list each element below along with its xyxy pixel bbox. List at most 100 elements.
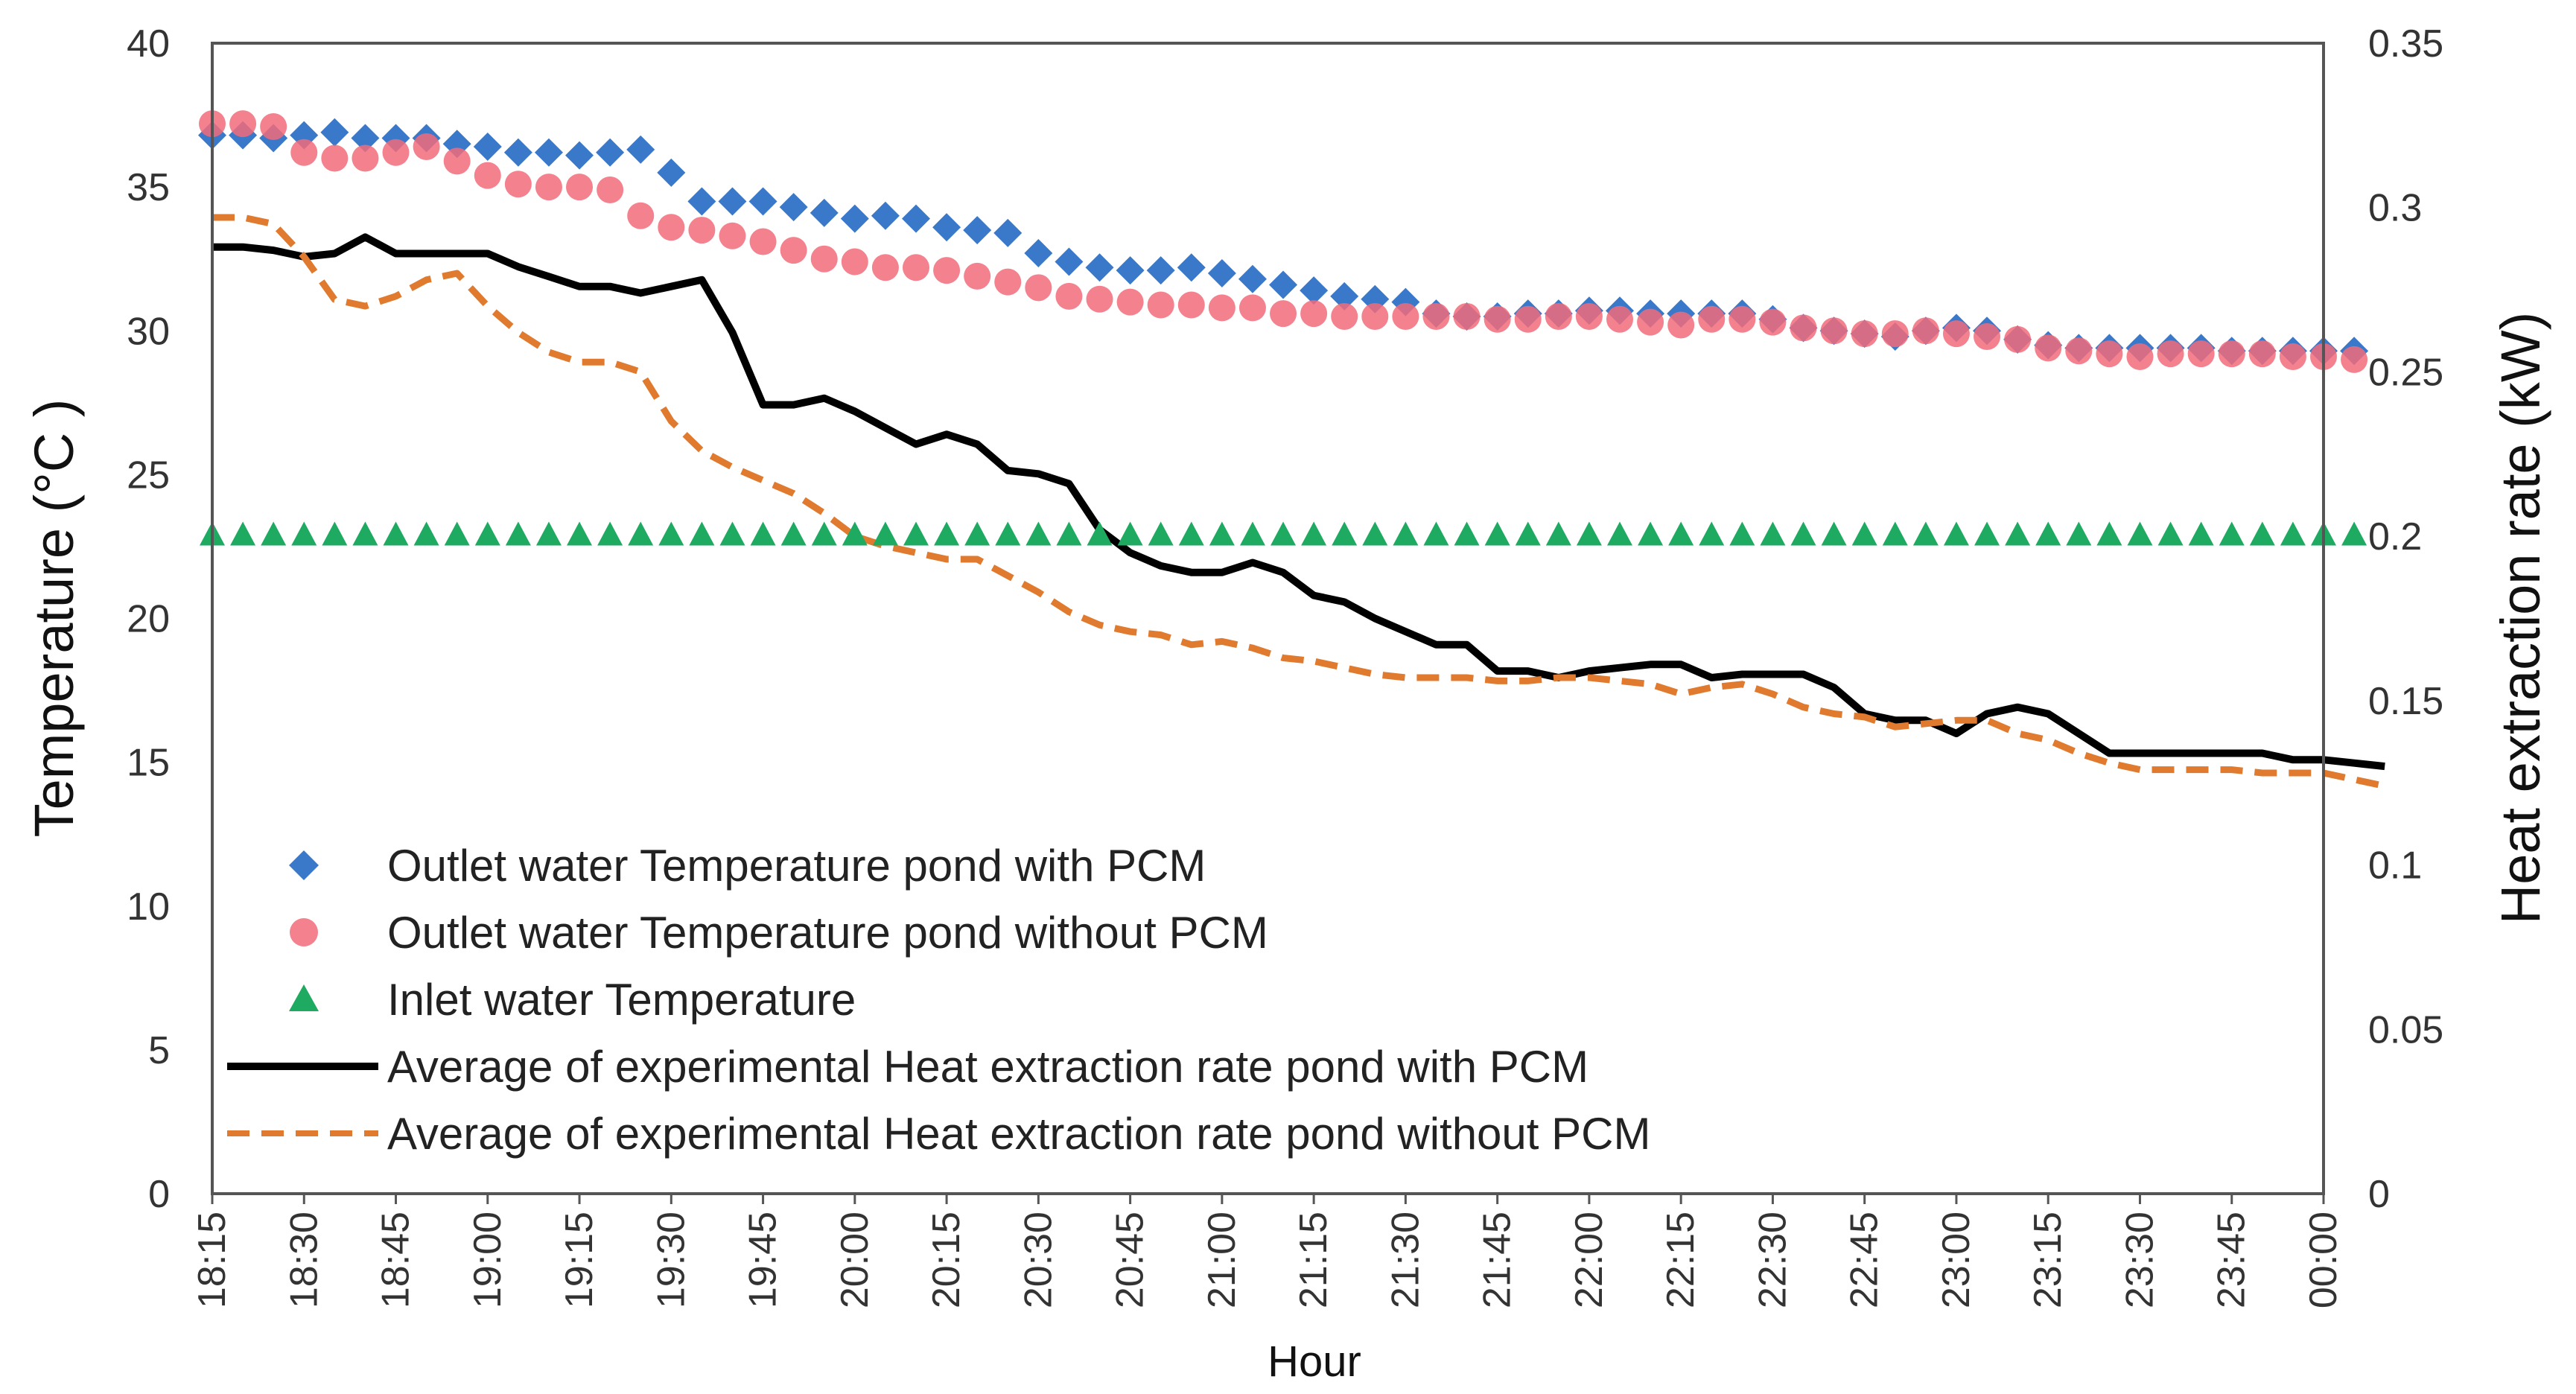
triangle-point [1239, 521, 1265, 546]
circle-point [352, 144, 379, 172]
diamond-point [779, 193, 808, 222]
circle-point [1392, 302, 1419, 330]
triangle-point [689, 521, 715, 546]
circle-point [903, 254, 929, 281]
circle-point [749, 228, 777, 255]
x-tick-label: 23:00 [1935, 1212, 1978, 1308]
legend-item-heat-without-pcm: Average of experimental Heat extraction … [227, 1109, 1650, 1159]
x-tick-label: 20:45 [1109, 1212, 1152, 1308]
circle-point [1790, 314, 1817, 342]
triangle-point [1760, 521, 1786, 546]
diamond-point [1024, 238, 1053, 267]
circle-point [2248, 340, 2276, 368]
legend-marker-circle [290, 918, 318, 946]
x-tick-label: 22:00 [1568, 1212, 1611, 1308]
legend-label: Average of experimental Heat extraction … [387, 1042, 1588, 1092]
plot-frame [211, 42, 2325, 1195]
x-tick-label: 22:45 [1843, 1212, 1886, 1308]
diamond-point [1269, 270, 1298, 299]
circle-point [1606, 305, 1633, 333]
triangle-point [2127, 521, 2153, 546]
circle-point [1238, 294, 1266, 322]
circle-point [1820, 317, 1848, 345]
circle-point [1667, 311, 1695, 339]
left-y-axis-title: Temperature (°C ) [23, 399, 85, 838]
diamond-point [963, 216, 992, 245]
x-tick-label: 21:30 [1384, 1212, 1427, 1308]
series-markers-1 [199, 110, 2368, 373]
legend-marker-triangle [289, 984, 319, 1011]
circle-point [1974, 322, 2001, 350]
x-tick-label: 00:00 [2302, 1212, 2345, 1308]
diamond-point [810, 198, 839, 227]
circle-point [535, 174, 562, 201]
diamond-point [473, 133, 502, 162]
circle-point [1514, 305, 1542, 333]
circle-point [1729, 305, 1756, 333]
triangle-point [1912, 521, 1939, 546]
diamond-point [718, 187, 747, 216]
circle-point [1270, 300, 1297, 328]
right-y-tick-label: 0.35 [2368, 22, 2443, 66]
right-y-tick-label: 0.25 [2368, 351, 2443, 394]
triangle-point [1056, 521, 1082, 546]
diamond-point [534, 138, 563, 167]
triangle-point [597, 521, 623, 546]
x-tick-label: 20:15 [925, 1212, 968, 1308]
triangle-point [1943, 521, 1969, 546]
triangle-point [1974, 521, 2000, 546]
circle-point [2218, 340, 2245, 368]
triangle-point [444, 521, 470, 546]
right-y-tick-label: 0.1 [2368, 844, 2422, 888]
triangle-point [2035, 521, 2061, 546]
triangle-point [474, 521, 500, 546]
series-markers-2 [200, 521, 2367, 546]
circle-point [2096, 340, 2123, 368]
circle-point [382, 139, 410, 166]
legend-label: Outlet water Temperature pond with PCM [387, 841, 1206, 891]
triangle-point [780, 521, 807, 546]
triangle-point [505, 521, 531, 546]
diamond-point [902, 204, 930, 233]
x-tick-label: 18:45 [375, 1212, 418, 1308]
triangle-point [1851, 521, 1877, 546]
x-tick-label: 19:45 [742, 1212, 785, 1308]
triangle-point [2188, 521, 2214, 546]
diamond-point [1238, 264, 1267, 293]
triangle-point [2066, 521, 2092, 546]
diamond-point [1300, 276, 1329, 305]
x-tick-label: 21:15 [1292, 1212, 1335, 1308]
triangle-point [811, 521, 837, 546]
circle-point [1361, 302, 1389, 330]
triangle-point [1087, 521, 1113, 546]
circle-point [1116, 288, 1144, 316]
diamond-point [1207, 259, 1236, 287]
triangle-point [658, 521, 684, 546]
triangle-point [2249, 521, 2275, 546]
circle-point [1422, 302, 1450, 330]
right-y-tick-label: 0.05 [2368, 1008, 2443, 1051]
triangle-point [2341, 521, 2367, 546]
circle-point [2065, 337, 2093, 365]
legend-item-outlet-without-pcm: Outlet water Temperature pond without PC… [290, 908, 1268, 958]
triangle-point [1668, 521, 1694, 546]
series-line-4 [212, 214, 2386, 790]
diamond-point [1055, 247, 1084, 276]
legend: Outlet water Temperature pond with PCM O… [227, 841, 1650, 1159]
circle-point [1483, 305, 1511, 333]
diamond-point [840, 204, 869, 233]
left-y-tick-label: 20 [127, 598, 170, 641]
circle-point [658, 214, 685, 241]
triangle-point [1484, 521, 1510, 546]
diamond-point [871, 201, 900, 230]
legend-item-outlet-with-pcm: Outlet water Temperature pond with PCM [289, 841, 1206, 891]
circle-point [1545, 302, 1572, 330]
diamond-point [993, 218, 1023, 247]
diamond-point [565, 141, 594, 170]
triangle-point [1423, 521, 1449, 546]
circle-point [597, 176, 624, 203]
circle-point [994, 268, 1022, 296]
legend-item-heat-with-pcm: Average of experimental Heat extraction … [227, 1042, 1588, 1092]
legend-item-inlet: Inlet water Temperature [289, 975, 856, 1025]
